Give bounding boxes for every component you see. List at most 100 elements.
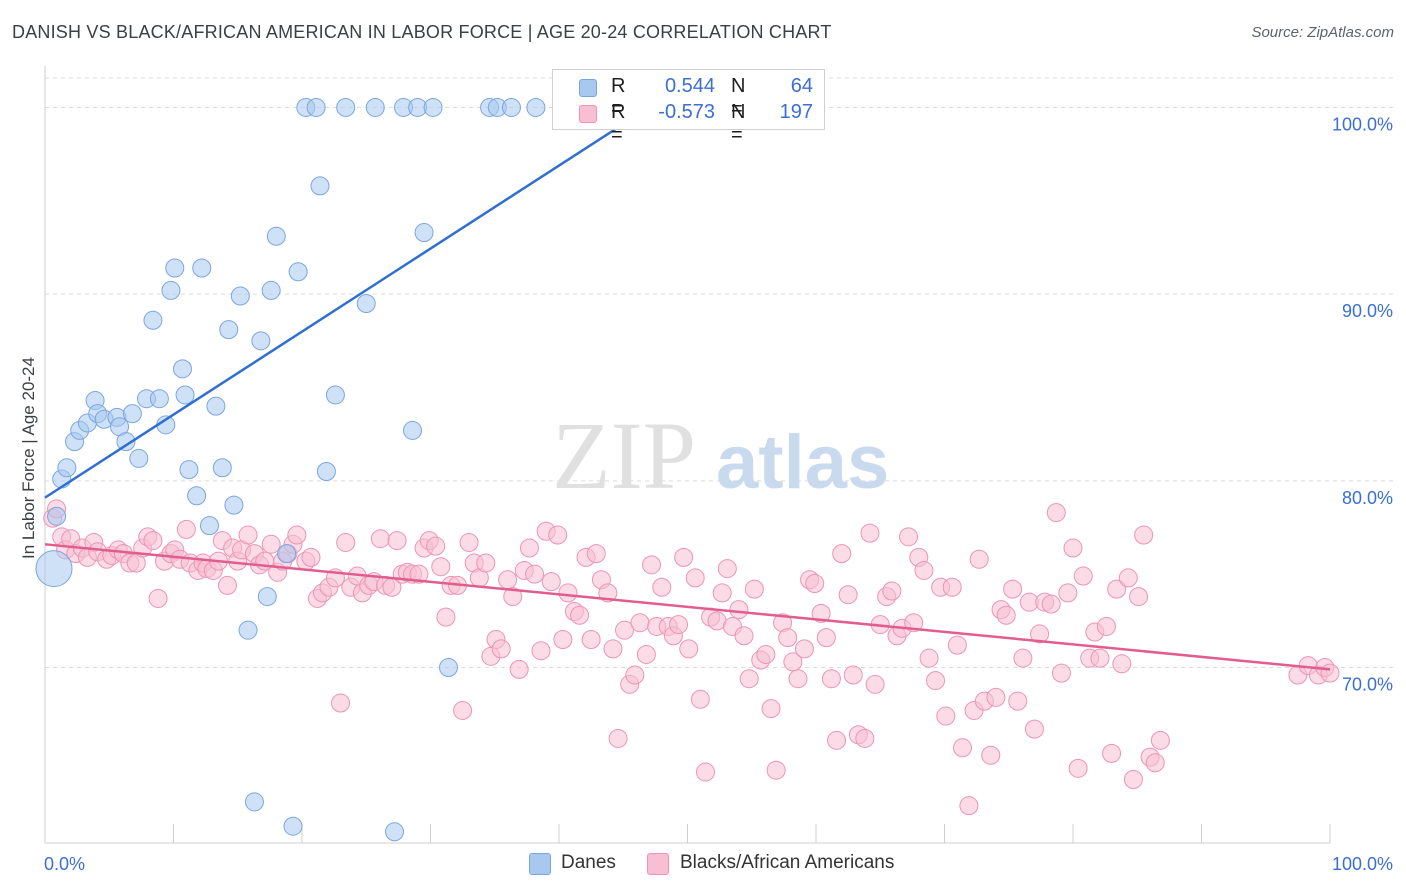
data-point-black [969,549,989,569]
data-point-black [996,605,1016,625]
data-point-black [986,687,1006,707]
data-point-danes [129,448,149,468]
data-point-black [734,626,754,646]
data-point-danes [165,258,185,278]
data-point-black [1051,663,1071,683]
data-point-black [811,603,831,623]
n-label: N = [731,75,746,120]
data-point-black [882,581,902,601]
data-point-black [1112,654,1132,674]
data-point-black [816,628,836,648]
data-point-danes [277,544,297,564]
data-point-danes [122,404,142,424]
legend-black-label: Blacks/African Americans [680,852,895,873]
data-point-black [625,665,645,685]
data-point-black [794,639,814,659]
data-point-danes [212,458,232,478]
data-point-black [261,534,281,554]
data-point-black [176,519,196,539]
data-point-black [1102,743,1122,763]
stats-legend: R = 0.544 N = 64 R = -0.573 N = 197 [552,69,825,146]
y-tick-label: 70.0% [1342,675,1393,695]
data-point-black [919,648,939,668]
data-point-black [952,738,972,758]
data-point-black [553,630,573,650]
data-point-black [1134,525,1154,545]
data-point-black [788,669,808,689]
x-tick-label: 100.0% [1332,854,1393,874]
data-point-black [1073,566,1093,586]
data-point-danes [143,310,163,330]
data-point-black [370,529,390,549]
data-point-black [636,644,656,664]
data-point-danes [230,286,250,306]
watermark-zip: ZIP [552,402,696,509]
data-point-black [1150,730,1170,750]
data-point-black [238,525,258,545]
data-point-black [739,669,759,689]
data-point-danes [238,620,258,640]
source-label: Source: ZipAtlas.com [1251,24,1394,41]
data-point-black [409,564,429,584]
data-point-black [936,706,956,726]
data-point-black [685,568,705,588]
data-point-danes [47,506,67,526]
data-point-black [301,547,321,567]
data-point-black [695,762,715,782]
data-point-black [744,579,764,599]
data-point-black [843,665,863,685]
data-point-black [1129,587,1149,607]
data-point-black [1058,583,1078,603]
data-point-black [926,671,946,691]
r-label: R = [611,101,626,146]
data-point-danes [179,460,199,480]
x-tick-label: 0.0% [44,854,85,874]
data-point-danes [316,462,336,482]
data-point-black [1046,503,1066,523]
data-point-danes [336,97,356,117]
data-point-black [761,699,781,719]
data-point-black [491,639,511,659]
series-black-points [43,499,1340,816]
data-point-black [756,644,776,664]
data-point-danes [257,587,277,607]
data-point-black [476,553,496,573]
data-point-black [336,532,356,552]
watermark-atlas: atlas [716,420,889,505]
data-point-black [679,639,699,659]
legend-black-swatch-icon [647,853,669,875]
data-point-black [642,555,662,575]
data-point-black [1003,579,1023,599]
data-point-black [1013,648,1033,668]
data-point-black [860,523,880,543]
data-point-black [217,575,237,595]
data-point-black [598,583,618,603]
data-point-danes [224,495,244,515]
data-point-black [690,689,710,709]
data-point-black [570,605,590,625]
data-point-black [855,728,875,748]
trend-line-black [44,543,1331,671]
data-point-danes [356,293,376,313]
data-point-danes [219,320,239,340]
data-point-black [548,525,568,545]
trend-lines [44,106,1331,671]
data-point-black [387,531,407,551]
data-point-black [148,588,168,608]
data-point-black [581,630,601,650]
n-value: 64 [790,75,813,97]
data-point-black [805,574,825,594]
r-value: -0.573 [658,101,715,123]
data-point-black [1118,568,1138,588]
data-point-black [586,544,606,564]
data-point-danes [116,432,136,452]
data-point-danes [57,458,77,478]
watermark: ZIP atlas [552,402,889,509]
data-point-black [1320,663,1340,683]
data-point-black [959,796,979,816]
data-point-danes [266,226,286,246]
data-point-black [1024,719,1044,739]
data-point-black [1123,770,1143,790]
data-point-danes [325,385,345,405]
